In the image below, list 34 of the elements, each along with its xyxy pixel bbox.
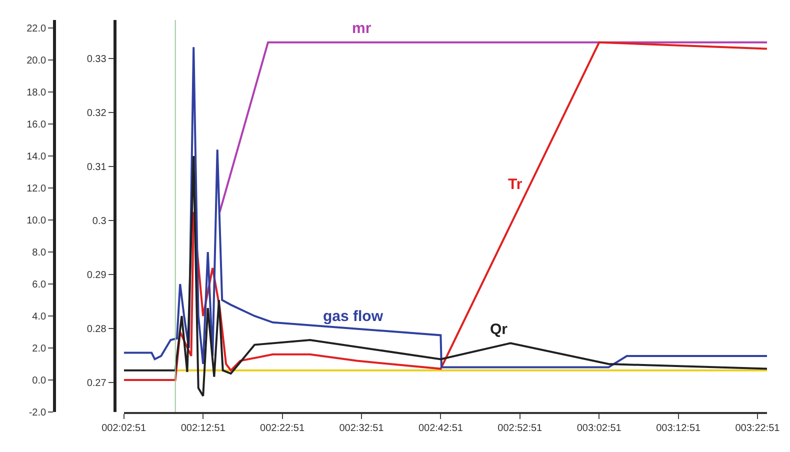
y2-tick-label: 0.29 xyxy=(86,270,107,281)
x-tick-label: 002:02:51 xyxy=(102,423,147,434)
y2-tick-label: 0.31 xyxy=(86,162,107,173)
y-tick-label: 14.0 xyxy=(26,152,46,162)
x-tick-label: 003:22:51 xyxy=(735,423,780,434)
y-tick-label: -2.0 xyxy=(28,408,46,418)
y-tick-label: 4.0 xyxy=(32,312,46,322)
x-tick-label: 003:12:51 xyxy=(656,423,701,434)
y-tick-label: 2.0 xyxy=(32,344,46,354)
y-tick-label: 22.0 xyxy=(26,24,46,34)
y2-tick-label: 0.28 xyxy=(86,324,107,335)
y-tick-label: 20.0 xyxy=(26,56,46,66)
y-tick-label: 18.0 xyxy=(26,88,46,98)
y-tick-label: 6.0 xyxy=(32,280,46,290)
y2-tick-label: 0.3 xyxy=(92,216,107,227)
x-tick-label: 002:22:51 xyxy=(260,423,305,434)
line-series xyxy=(124,155,767,397)
y-tick-label: 0.0 xyxy=(32,376,46,386)
annotation: Qr xyxy=(490,321,508,338)
x-tick-label: 002:42:51 xyxy=(418,423,464,434)
y-tick-label: 16.0 xyxy=(26,120,46,130)
y-tick-label: 12.0 xyxy=(26,184,46,194)
y-tick-label: 8.0 xyxy=(32,248,46,258)
x-tick-label: 002:12:51 xyxy=(180,423,226,434)
y2-tick-label: 0.32 xyxy=(86,108,107,119)
annotation: Tr xyxy=(508,176,522,193)
y-tick-label: 10.0 xyxy=(26,216,46,226)
x-tick-label: 003:02:51 xyxy=(576,423,622,434)
y2-tick-label: 0.27 xyxy=(86,378,107,389)
annotation: gas flow xyxy=(323,308,384,325)
y2-tick-label: 0.33 xyxy=(86,54,107,65)
x-tick-label: 002:32:51 xyxy=(339,423,384,434)
annotation: mr xyxy=(352,20,372,37)
x-tick-label: 002:52:51 xyxy=(498,423,543,434)
